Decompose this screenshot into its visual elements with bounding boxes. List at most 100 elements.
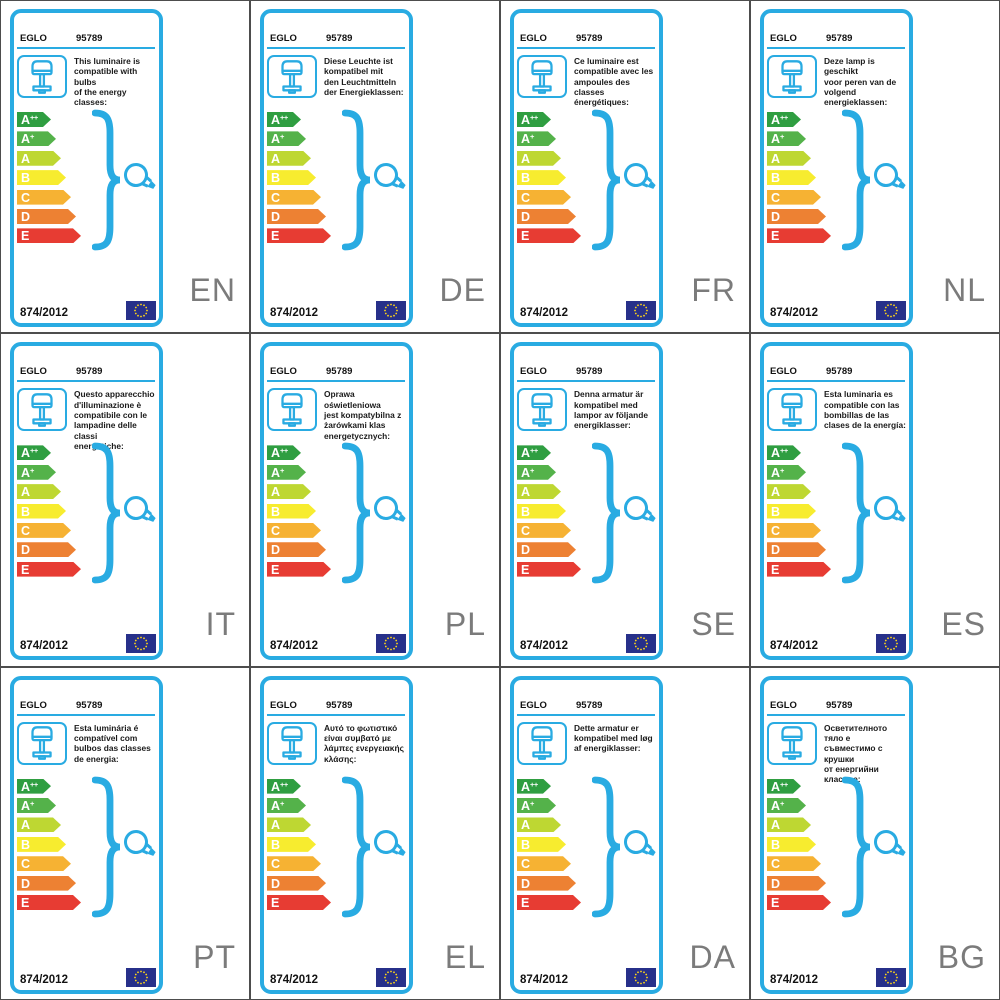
- compatibility-text: Αυτό το φωτιστικό είναι συμβατό με λάμπες …: [324, 722, 404, 764]
- compatibility-text: Diese Leuchte ist kompatibel mit den Leuch…: [324, 56, 404, 97]
- energy-label-card: EGLO 95789 Esta luminaria es compatible c…: [760, 342, 913, 661]
- language-cell: EGLO 95789 Esta luminaria es compatible c…: [750, 333, 1000, 667]
- energy-arrow-c: C: [267, 856, 321, 871]
- energy-arrow-d: D: [267, 876, 326, 891]
- energy-arrow-a: A: [267, 484, 311, 499]
- energy-arrow-e: E: [767, 895, 831, 910]
- energy-arrow-d: D: [17, 542, 76, 557]
- energy-arrow-d: D: [517, 876, 576, 891]
- table-lamp-icon: [517, 55, 567, 98]
- eu-flag-icon: [626, 634, 656, 654]
- table-lamp-icon: [767, 55, 817, 98]
- curly-brace-icon: [92, 109, 121, 251]
- table-lamp-icon: [17, 388, 67, 432]
- compatibility-text: Dette armatur er kompatibel med løg af ene…: [574, 722, 653, 754]
- energy-arrow-e: E: [517, 228, 581, 243]
- model-number: 95789: [76, 33, 103, 44]
- light-bulb-icon: [874, 829, 906, 856]
- energy-class-arrows: A++ A+ A B C D E: [767, 779, 831, 915]
- energy-arrow-b: B: [267, 504, 316, 519]
- card-header: EGLO 95789: [270, 366, 404, 377]
- header-divider: [17, 47, 155, 49]
- brace-and-bulb-icon: [592, 776, 656, 918]
- brand-text: EGLO: [270, 33, 297, 44]
- energy-arrow-a: A: [17, 151, 61, 166]
- model-number: 95789: [826, 366, 853, 378]
- brand-text: EGLO: [270, 699, 297, 711]
- curly-brace-icon: [592, 776, 621, 918]
- energy-arrow-c: C: [267, 190, 321, 205]
- energy-arrow-a+: A+: [267, 465, 306, 480]
- eu-stars: [134, 303, 148, 318]
- model-number: 95789: [576, 366, 603, 378]
- energy-arrow-a++: A++: [267, 779, 301, 794]
- curly-brace-icon: [92, 442, 121, 584]
- language-code-label: DE: [439, 272, 486, 309]
- energy-arrow-a+: A+: [267, 131, 306, 146]
- eu-flag-icon: [626, 301, 656, 320]
- eu-flag-icon: [376, 301, 406, 320]
- energy-arrow-b: B: [517, 170, 566, 185]
- energy-arrow-d: D: [267, 209, 326, 224]
- language-code-label: DA: [689, 939, 736, 975]
- card-header: EGLO 95789: [20, 33, 154, 44]
- energy-arrow-a: A: [17, 484, 61, 499]
- eu-stars: [634, 303, 648, 318]
- energy-arrow-d: D: [767, 209, 826, 224]
- regulation-text: 874/2012: [270, 973, 318, 986]
- eu-stars: [634, 970, 648, 985]
- model-number: 95789: [326, 699, 353, 711]
- language-cell: EGLO 95789 Questo apparecchio d'illuminaz…: [0, 333, 250, 667]
- energy-label-card: EGLO 95789 Deze lamp is geschikt voor per…: [760, 9, 913, 327]
- energy-arrow-e: E: [17, 895, 81, 910]
- brand-text: EGLO: [520, 699, 547, 711]
- table-lamp-icon: [17, 55, 67, 98]
- energy-arrow-b: B: [17, 504, 66, 519]
- header-divider: [517, 380, 655, 383]
- energy-arrow-d: D: [767, 876, 826, 891]
- light-bulb-icon: [624, 496, 656, 523]
- energy-arrow-e: E: [767, 562, 831, 577]
- light-bulb-icon: [124, 163, 156, 189]
- energy-arrow-c: C: [767, 523, 821, 538]
- curly-brace-icon: [342, 442, 371, 584]
- regulation-text: 874/2012: [770, 640, 818, 653]
- energy-arrow-a: A: [517, 484, 561, 499]
- language-code-label: EN: [189, 272, 236, 309]
- compatibility-text: Ce luminaire est compatible avec les ampou…: [574, 56, 654, 108]
- header-divider: [17, 380, 155, 383]
- energy-arrow-c: C: [517, 190, 571, 205]
- energy-arrow-c: C: [267, 523, 321, 538]
- info-row: Осветителното тяло е съвместимо с крушки о…: [767, 721, 906, 785]
- energy-class-arrows: A++ A+ A B C D E: [767, 445, 831, 581]
- light-bulb-icon: [624, 829, 656, 856]
- energy-label-card: EGLO 95789 Ce luminaire est compatible av…: [510, 9, 663, 327]
- table-lamp-icon: [767, 721, 817, 765]
- eu-stars: [384, 636, 398, 651]
- model-number: 95789: [76, 699, 103, 711]
- energy-arrow-e: E: [267, 895, 331, 910]
- energy-arrow-a++: A++: [767, 779, 801, 794]
- energy-arrow-b: B: [517, 504, 566, 519]
- energy-arrow-d: D: [17, 876, 76, 891]
- regulation-text: 874/2012: [520, 307, 568, 319]
- energy-arrow-a: A: [17, 817, 61, 832]
- language-code-label: FR: [691, 272, 736, 309]
- energy-label-card: EGLO 95789 Αυτό το φωτιστικό είναι συμβατ…: [260, 675, 413, 994]
- energy-arrow-c: C: [517, 856, 571, 871]
- eu-stars: [134, 970, 148, 985]
- brace-and-bulb-icon: [842, 442, 906, 584]
- energy-label-card: EGLO 95789 Dette armatur er kompatibel me…: [510, 675, 663, 994]
- info-row: Denna armatur är kompatibel med lampor av …: [517, 388, 656, 432]
- energy-label-card: EGLO 95789 This luminaire is compatible w…: [10, 9, 163, 327]
- energy-arrow-a+: A+: [517, 465, 556, 480]
- energy-arrow-a++: A++: [517, 112, 551, 127]
- curly-brace-icon: [842, 776, 871, 918]
- energy-arrow-a+: A+: [17, 131, 56, 146]
- model-number: 95789: [826, 699, 853, 711]
- energy-arrow-a+: A+: [767, 131, 806, 146]
- energy-arrow-a+: A+: [17, 465, 56, 480]
- card-header: EGLO 95789: [20, 366, 154, 377]
- energy-class-arrows: A++ A+ A B C D E: [17, 112, 81, 248]
- curly-brace-icon: [842, 442, 871, 584]
